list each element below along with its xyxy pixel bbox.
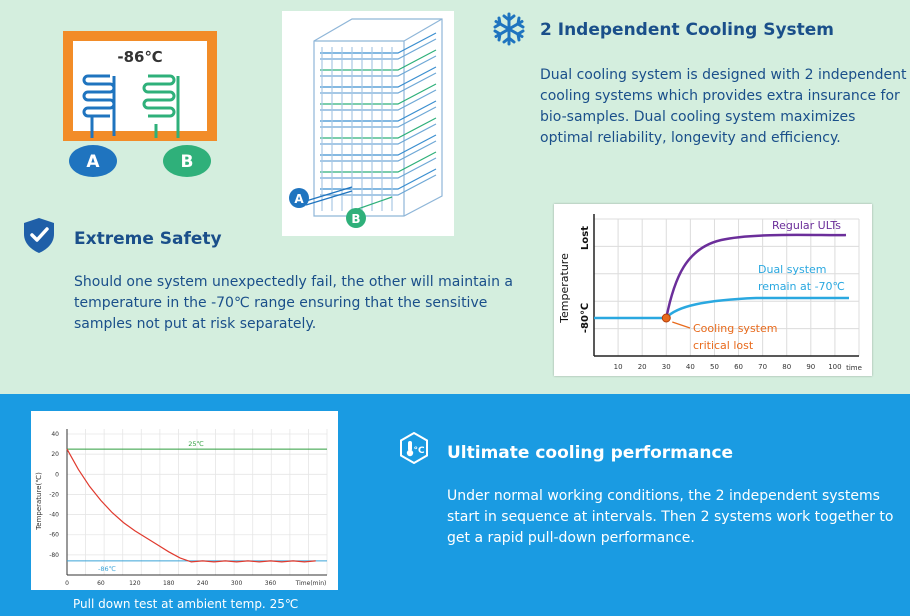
- badge-a: [69, 145, 117, 177]
- annotation-cooling-system: Cooling system: [693, 322, 777, 335]
- x-axis-label: Time(min): [295, 580, 327, 587]
- x-tick-label: 10: [614, 363, 623, 371]
- series-dual-system: [665, 296, 849, 319]
- coil-badge-a-label: A: [294, 192, 304, 206]
- badge-a-label: A: [86, 152, 100, 172]
- annotation-regular-ults: Regular ULTs: [772, 219, 841, 232]
- y-tick-label: 20: [51, 451, 59, 458]
- x-tick-label: 20: [638, 363, 647, 371]
- x-axis-label: time: [846, 364, 862, 372]
- pulldown-chart: 40 20 0 -20 -40 -60 -80 0 60 120 180 240 300 360 Time(…: [31, 411, 338, 590]
- pulldown-caption: Pull down test at ambient temp. 25℃: [73, 597, 299, 611]
- safety-text: Should one system unexpectedly fail, the…: [74, 274, 513, 332]
- performance-text: Under normal working conditions, the 2 i…: [447, 488, 894, 546]
- coil-badge-b: [346, 208, 366, 228]
- y-tick-minus80: -80℃: [580, 303, 591, 333]
- x-tick-label: 300: [231, 580, 243, 587]
- x-tick-label: 100: [828, 363, 841, 371]
- coil-badge-b-label: B: [351, 212, 360, 226]
- pulldown-series: [66, 448, 316, 563]
- shield-check-icon: [22, 216, 56, 254]
- diagram-temp-label: -86℃: [117, 48, 162, 66]
- series-regular-ult: [665, 233, 847, 319]
- y-axis-label: Temperature: [558, 253, 571, 324]
- x-tick-label: 60: [97, 580, 105, 587]
- coil-cabinet-diagram: A B: [282, 11, 454, 236]
- badge-b: [163, 145, 211, 177]
- annotation-remain: remain at -70℃: [758, 280, 845, 293]
- annotation-critical-lost: critical lost: [693, 339, 754, 352]
- x-tick-label: 240: [197, 580, 209, 587]
- thermometer-icon: °C: [398, 431, 430, 465]
- failure-point: [661, 313, 671, 323]
- y-axis-label: Temperature(℃): [35, 472, 43, 531]
- coil-b: [142, 74, 176, 118]
- dual-system-diagram: -86℃ A B: [60, 28, 220, 180]
- coil-a: [82, 74, 116, 118]
- coil-badge-a: [289, 188, 309, 208]
- y-tick-label: -60: [49, 532, 59, 539]
- x-tick-label: 180: [163, 580, 175, 587]
- performance-title: Ultimate cooling performance: [447, 443, 734, 463]
- failure-chart: 10 20 30 40 50 60 70 80 90 100 time Temperature Lost…: [554, 204, 872, 376]
- reference-label: -86℃: [98, 565, 116, 573]
- reference-label: 25℃: [188, 440, 204, 448]
- y-tick-label: 0: [55, 471, 59, 478]
- x-tick-label: 60: [734, 363, 743, 371]
- cooling-text: Dual cooling system is designed with 2 i…: [540, 67, 907, 146]
- y-tick-label: -80: [49, 552, 59, 559]
- x-tick-label: 0: [65, 580, 69, 587]
- cooling-title: 2 Independent Cooling System: [540, 20, 835, 40]
- x-tick-label: 80: [782, 363, 791, 371]
- x-tick-label: 120: [129, 580, 141, 587]
- badge-b-label: B: [181, 152, 194, 172]
- x-tick-label: 30: [662, 363, 671, 371]
- y-tick-label: -40: [49, 512, 59, 519]
- x-tick-label: 360: [265, 580, 277, 587]
- x-tick-label: 90: [806, 363, 815, 371]
- safety-title: Extreme Safety: [74, 229, 222, 249]
- x-tick-label: 40: [686, 363, 695, 371]
- y-tick-label: -20: [49, 491, 59, 498]
- y-tick-lost: Lost: [580, 226, 591, 250]
- x-tick-label: 50: [710, 363, 719, 371]
- x-tick-label: 70: [758, 363, 767, 371]
- annotation-dual-system: Dual system: [758, 263, 827, 276]
- y-tick-label: 40: [51, 431, 59, 438]
- snowflake-icon: [492, 12, 526, 46]
- svg-text:°C: °C: [413, 446, 425, 456]
